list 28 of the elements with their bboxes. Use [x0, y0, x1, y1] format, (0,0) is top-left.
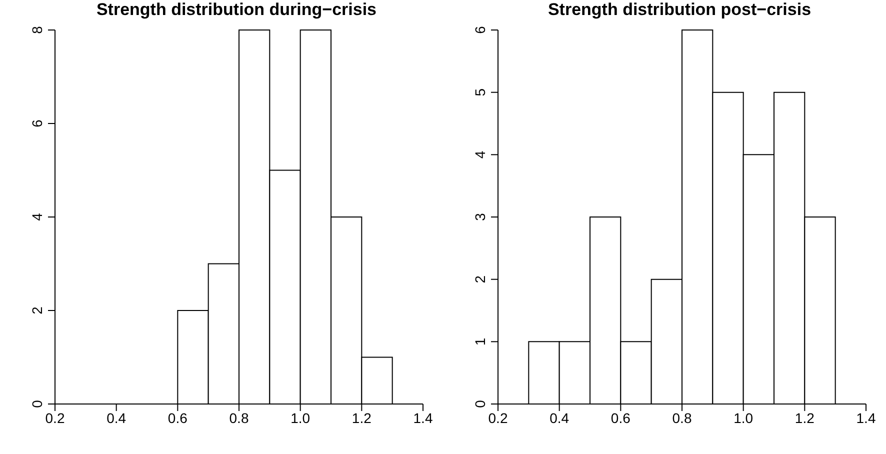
y-tick-label: 4: [29, 212, 45, 221]
x-tick-label: 1.0: [290, 410, 310, 426]
x-tick-label: 0.2: [488, 410, 508, 426]
y-tick-label: 5: [472, 88, 488, 96]
x-tick-label: 0.4: [106, 410, 126, 426]
x-tick-label: 1.2: [352, 410, 372, 426]
x-tick-label: 1.2: [794, 410, 815, 426]
chart-title: Strength distribution during−crisis: [95, 0, 378, 20]
x-tick-label: 0.8: [672, 410, 692, 426]
x-tick-label: 1.4: [856, 410, 876, 426]
y-tick-label: 3: [472, 212, 488, 221]
x-tick-label: 1.4: [413, 410, 433, 426]
chart-title: Strength distribution post−crisis: [546, 0, 812, 20]
x-tick-label: 0.6: [610, 410, 631, 426]
x-tick-label: 1.0: [734, 410, 754, 426]
y-tick-label: 0: [29, 400, 45, 408]
y-tick-label: 8: [29, 26, 45, 34]
x-tick-label: 0.8: [229, 410, 249, 426]
y-tick-label: 2: [472, 275, 488, 284]
y-tick-label: 4: [472, 150, 488, 159]
y-tick-label: 1: [472, 338, 488, 346]
x-tick-label: 0.2: [45, 410, 65, 426]
y-tick-label: 2: [29, 306, 45, 314]
x-tick-label: 0.6: [168, 410, 188, 426]
x-tick-label: 0.4: [550, 410, 570, 426]
y-tick-label: 6: [29, 119, 45, 128]
y-tick-label: 6: [472, 26, 488, 34]
y-tick-label: 0: [472, 400, 488, 408]
